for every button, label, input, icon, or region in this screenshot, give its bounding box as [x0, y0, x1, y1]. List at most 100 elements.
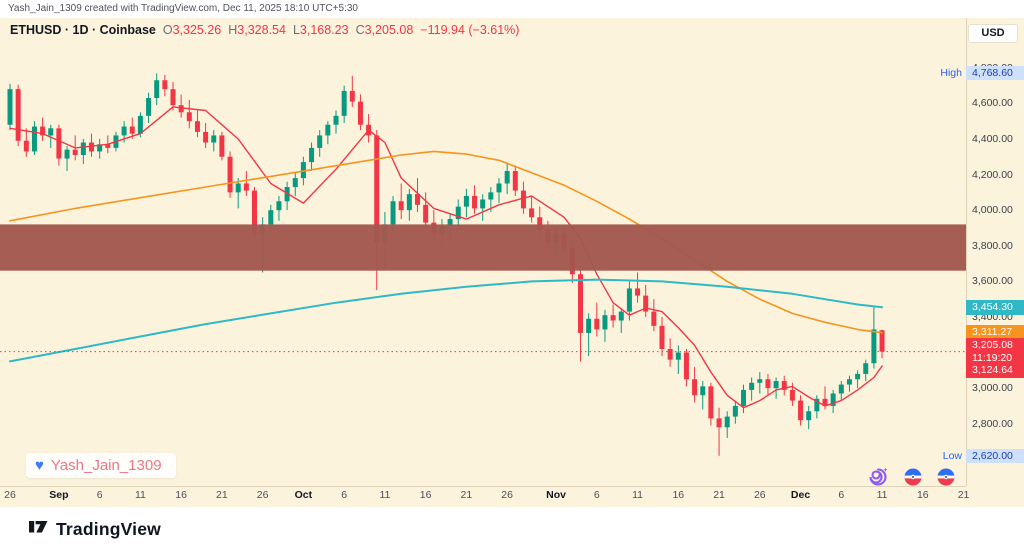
candle-body: [618, 311, 624, 321]
symbol-legend[interactable]: ETHUSD · 1D · Coinbase O3,325.26 H3,328.…: [10, 23, 519, 37]
candle-body: [789, 389, 795, 401]
attribution-bar: Yash_Jain_1309 created with TradingView.…: [0, 0, 1024, 18]
candle-body: [243, 183, 249, 191]
price-axis-label: 3,800.00: [972, 239, 1013, 252]
yoyo-ball-icon: [936, 467, 956, 492]
blue-heart-icon: ♥: [35, 457, 44, 474]
candle-body: [121, 126, 127, 136]
slow-ma-badge: 3,454.30: [966, 299, 1024, 315]
ohlc-low: L3,168.23: [292, 23, 349, 37]
candle-body: [520, 190, 526, 209]
candle-body: [626, 288, 632, 312]
candle-body: [455, 206, 461, 220]
candle-body: [830, 393, 836, 406]
time-axis-label: 26: [4, 489, 16, 501]
candle-body: [186, 112, 192, 122]
currency-toggle-button[interactable]: USD: [968, 24, 1018, 43]
time-axis-label: 11: [134, 489, 146, 501]
candle-body: [235, 183, 241, 193]
candle-body: [643, 295, 649, 312]
candle-body: [757, 379, 763, 383]
candle-body: [806, 411, 812, 421]
candle-body: [23, 140, 29, 152]
candle-body: [716, 418, 722, 428]
candle-body: [724, 416, 730, 428]
candle-body: [227, 156, 233, 193]
candle-body: [203, 131, 209, 143]
low-value: 2,620.00: [966, 448, 1024, 463]
candle-body: [309, 147, 315, 163]
candle-body: [675, 352, 681, 360]
candle-body: [349, 90, 355, 102]
candle-body: [325, 124, 331, 136]
candle-body: [610, 315, 616, 321]
time-axis-label: 6: [341, 489, 348, 501]
candle-body: [31, 126, 37, 152]
purple-swirl-icon: [866, 465, 890, 494]
candle-body: [683, 352, 689, 380]
candle-body: [512, 171, 518, 191]
candle-body: [529, 208, 535, 218]
candle-body: [154, 80, 160, 99]
time-axis-label: 11: [379, 489, 391, 501]
candle-body: [749, 382, 755, 390]
candle-body: [879, 330, 885, 352]
watermark-username: Yash_Jain_1309: [50, 457, 162, 474]
candle-body: [838, 384, 844, 394]
candle-body: [333, 115, 339, 125]
time-axis-label: 6: [593, 489, 600, 501]
price-axis-label: 3,000.00: [972, 382, 1013, 395]
candle-body: [700, 386, 706, 396]
candle-body: [447, 219, 453, 227]
candle-body: [496, 183, 502, 193]
time-axis-label: 26: [501, 489, 513, 501]
ohlc-close: C3,205.08: [355, 23, 414, 37]
low-price-badge: Low 2,620.00: [943, 448, 1024, 463]
price-axis[interactable]: 4,800.004,600.004,400.004,200.004,000.00…: [966, 18, 1024, 486]
candle-body: [406, 194, 412, 211]
tradingview-logo-icon[interactable]: [28, 516, 49, 542]
candle-body: [781, 381, 787, 390]
candle-body: [105, 144, 111, 148]
candle-body: [48, 128, 54, 136]
yoyo-ball-icon: [903, 467, 923, 492]
medium-ma-badge: 3,311.27: [966, 325, 1024, 341]
candle-body: [822, 398, 828, 406]
user-watermark: ♥ Yash_Jain_1309: [26, 453, 176, 478]
price-axis-label: 3,600.00: [972, 275, 1013, 288]
candle-body: [7, 89, 13, 125]
candle-body: [537, 217, 543, 230]
candle-body: [194, 121, 200, 132]
candle-body: [211, 135, 217, 143]
time-axis-label: Nov: [546, 489, 566, 501]
candle-body: [602, 315, 608, 330]
candle-body: [708, 386, 714, 419]
candle-body: [56, 128, 62, 159]
time-axis-label: 21: [460, 489, 473, 501]
time-axis-label: Dec: [790, 489, 811, 501]
candle-body: [863, 363, 869, 374]
candle-body: [798, 400, 804, 421]
candle-body: [129, 126, 135, 134]
candle-body: [855, 373, 861, 380]
ohlc-high: H3,328.54: [228, 23, 286, 37]
candle-body: [594, 318, 600, 330]
candle-body: [146, 98, 152, 116]
time-axis-label: 16: [672, 489, 685, 501]
price-axis-label: 4,600.00: [972, 97, 1013, 110]
tradingview-wordmark[interactable]: TradingView: [56, 518, 161, 539]
time-axis-label: 6: [96, 489, 103, 501]
time-axis-label: 26: [256, 489, 269, 501]
time-axis-label: Oct: [294, 489, 313, 501]
time-axis[interactable]: 26 Sep 6 11 16 21 26 Oct 6 11 16 21 26 Nov 6 11 16 21 26 De…: [0, 486, 969, 506]
high-value: 4,768.60: [966, 66, 1024, 81]
candle-body: [659, 325, 665, 349]
time-axis-label: Sep: [49, 489, 69, 501]
candle-body: [586, 318, 592, 333]
time-axis-label: 21: [216, 489, 228, 501]
candle-body: [89, 142, 94, 152]
time-axis-label: 11: [632, 489, 643, 501]
candle-body: [268, 210, 274, 225]
candle-body: [341, 90, 347, 116]
